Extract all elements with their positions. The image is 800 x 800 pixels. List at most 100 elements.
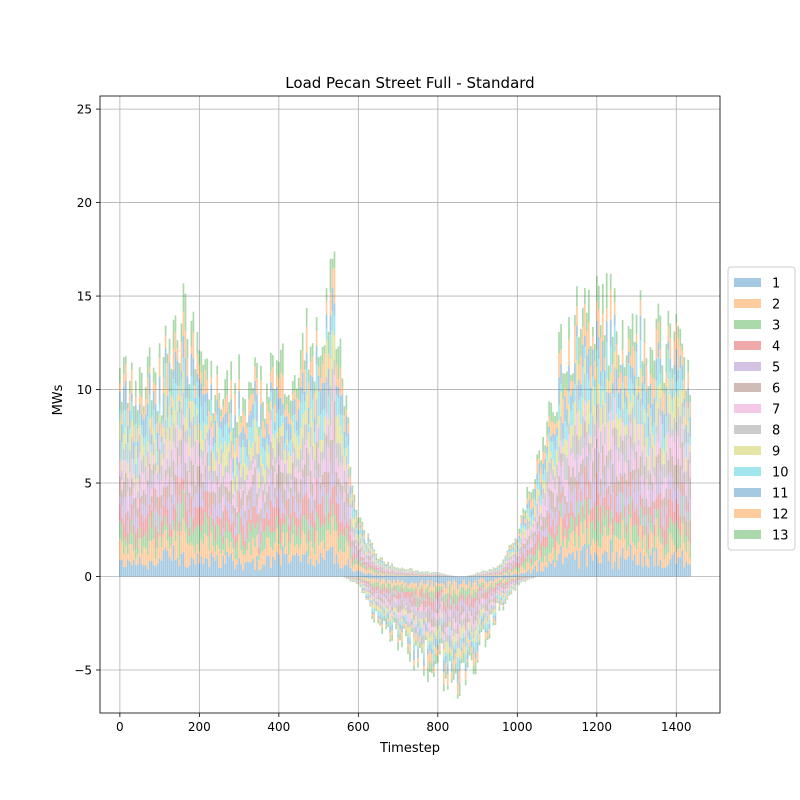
bar-segment	[442, 649, 445, 658]
bar-segment	[544, 481, 546, 494]
bar-segment	[246, 494, 248, 507]
bar-segment	[156, 513, 159, 533]
bar-segment	[476, 633, 479, 643]
bar-segment	[119, 538, 121, 561]
bar-segment	[363, 587, 366, 589]
bar-segment	[393, 575, 395, 577]
bar-segment	[643, 484, 646, 507]
bar-segment	[287, 525, 290, 542]
bar-segment	[452, 659, 455, 671]
bar-segment	[484, 610, 487, 613]
bar-segment	[429, 606, 431, 612]
bar-segment	[252, 558, 254, 577]
bar-segment	[625, 397, 628, 410]
bar-segment	[144, 548, 147, 566]
bar-segment	[413, 572, 415, 574]
bar-segment	[492, 605, 495, 611]
bar-segment	[603, 497, 606, 517]
bar-segment	[433, 660, 435, 667]
bar-segment	[136, 528, 139, 539]
bar-segment	[572, 551, 574, 577]
bar-segment	[295, 437, 298, 459]
bar-segment	[417, 658, 419, 663]
bar-segment	[365, 583, 368, 585]
bar-segment	[484, 571, 487, 573]
bar-segment	[363, 530, 366, 535]
bar-segment	[653, 566, 656, 577]
bar-segment	[554, 489, 556, 507]
bar-segment	[395, 574, 397, 575]
bar-segment	[361, 588, 364, 591]
bar-segment	[313, 508, 316, 522]
bar-segment	[363, 561, 366, 565]
bar-segment	[438, 603, 441, 609]
bar-segment	[683, 567, 686, 577]
bar-segment	[123, 481, 125, 498]
bar-segment	[552, 537, 554, 548]
bar-segment	[262, 475, 264, 483]
bar-segment	[291, 462, 294, 480]
bar-segment	[599, 478, 602, 497]
bar-segment	[508, 580, 511, 582]
bar-segment	[152, 442, 155, 456]
bar-segment	[190, 496, 193, 517]
bar-segment	[401, 616, 403, 619]
bar-segment	[496, 598, 499, 602]
bar-segment	[287, 473, 290, 493]
bar-segment	[617, 569, 620, 577]
bar-segment	[327, 395, 330, 419]
bar-segment	[643, 535, 646, 556]
bar-segment	[369, 573, 372, 577]
bar-segment	[121, 559, 123, 577]
bar-segment	[442, 672, 445, 685]
bar-segment	[387, 587, 389, 594]
bar-segment	[347, 540, 350, 546]
bar-segment	[331, 517, 334, 547]
bar-segment	[371, 605, 374, 610]
bar-segment	[450, 656, 453, 665]
bar-segment	[627, 414, 630, 439]
bar-segment	[311, 446, 314, 460]
bar-segment	[647, 470, 650, 490]
bar-segment	[625, 355, 628, 376]
bar-segment	[490, 580, 493, 583]
bar-segment	[146, 554, 149, 570]
bar-segment	[552, 412, 554, 423]
bar-segment	[645, 553, 648, 567]
bar-segment	[190, 421, 193, 448]
bar-segment	[371, 574, 374, 577]
bar-segment	[673, 341, 676, 365]
bar-segment	[339, 531, 342, 550]
bar-segment	[627, 351, 630, 363]
bar-segment	[578, 439, 580, 455]
bar-segment	[367, 541, 370, 545]
bar-segment	[544, 537, 546, 549]
bar-segment	[502, 563, 505, 565]
bar-segment	[613, 288, 616, 303]
bar-segment	[450, 584, 453, 596]
bar-segment	[476, 617, 479, 625]
bar-segment	[126, 559, 129, 577]
bar-segment	[498, 576, 501, 578]
bar-segment	[377, 565, 380, 568]
bar-segment	[234, 383, 236, 395]
legend-label: 2	[772, 298, 780, 313]
bar-segment	[132, 533, 135, 551]
bar-segment	[202, 439, 205, 451]
bar-segment	[454, 605, 457, 610]
bar-segment	[403, 614, 405, 617]
bar-segment	[371, 561, 374, 565]
bar-segment	[317, 357, 320, 368]
bar-segment	[387, 570, 389, 572]
legend-swatch	[734, 278, 761, 287]
bar-segment	[564, 536, 566, 558]
bar-segment	[272, 388, 274, 409]
bar-segment	[224, 441, 227, 467]
bar-segment	[391, 583, 393, 589]
bar-segment	[321, 439, 324, 452]
bar-segment	[655, 481, 658, 499]
bar-segment	[293, 555, 296, 577]
bar-segment	[425, 574, 427, 575]
bar-segment	[150, 496, 153, 503]
bar-segment	[262, 437, 264, 448]
